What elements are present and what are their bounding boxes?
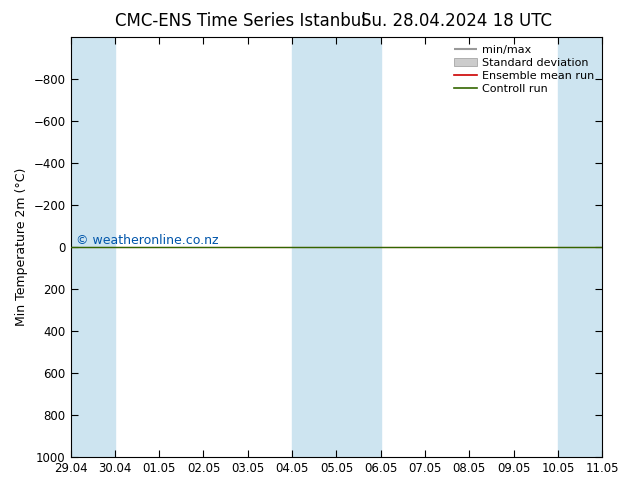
Legend: min/max, Standard deviation, Ensemble mean run, Controll run: min/max, Standard deviation, Ensemble me…	[452, 43, 597, 96]
Y-axis label: Min Temperature 2m (°C): Min Temperature 2m (°C)	[15, 168, 28, 326]
Text: CMC-ENS Time Series Istanbul: CMC-ENS Time Series Istanbul	[115, 12, 366, 30]
Bar	[292, 37, 380, 457]
Bar	[558, 37, 634, 457]
Text: Su. 28.04.2024 18 UTC: Su. 28.04.2024 18 UTC	[361, 12, 552, 30]
Text: © weatheronline.co.nz: © weatheronline.co.nz	[76, 234, 218, 247]
Bar	[70, 37, 115, 457]
